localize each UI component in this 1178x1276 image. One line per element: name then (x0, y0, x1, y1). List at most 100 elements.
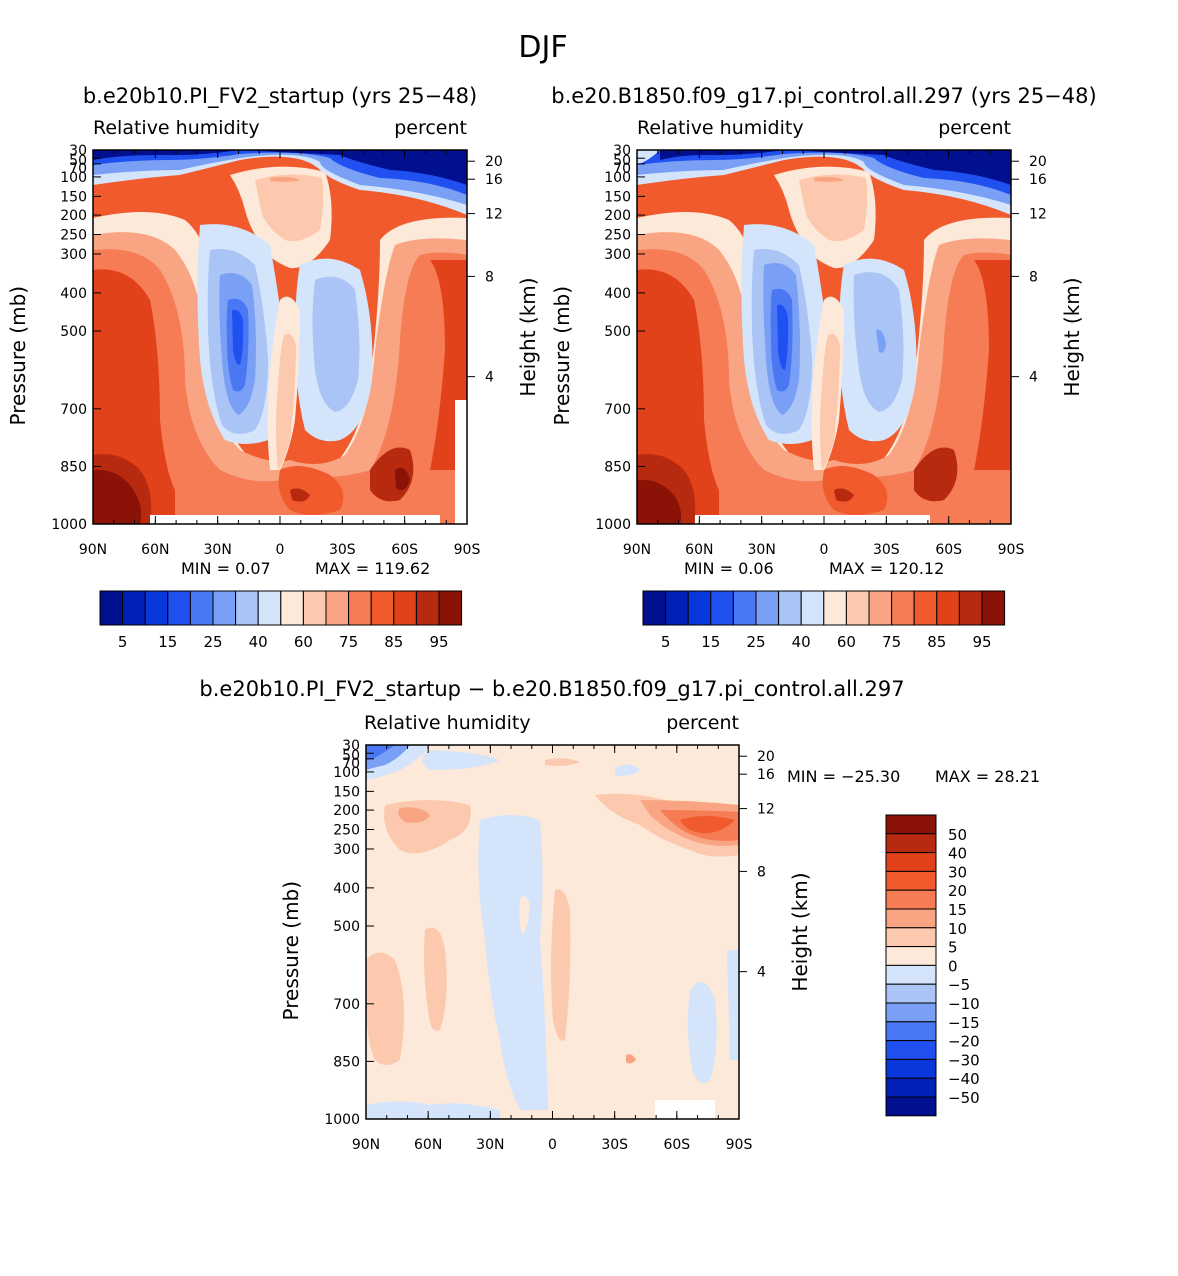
colorbar-label: −10 (948, 995, 980, 1013)
colorbar-swatch (235, 590, 259, 626)
x-tick-label: 90N (79, 542, 107, 558)
y-tick-label: 70 (69, 161, 87, 177)
colorbar-label: −15 (948, 1014, 980, 1032)
colorbar-label: 5 (661, 633, 671, 651)
x-tick-label: 30S (601, 1137, 628, 1153)
colorbar-swatch (732, 590, 757, 626)
colorbar-swatch (280, 590, 304, 626)
y-right-axis-label: Height (km) (1060, 277, 1084, 396)
y-right-tick-label: 20 (757, 749, 775, 765)
y-tick-label: 100 (60, 170, 87, 186)
y-tick-label: 70 (613, 161, 631, 177)
y-tick-label: 200 (604, 208, 631, 224)
colorbar-swatch (885, 870, 937, 891)
y-tick-label: 500 (333, 919, 360, 935)
y-tick-label: 250 (604, 228, 631, 244)
panel-c-field (366, 745, 739, 1119)
colorbar-swatch (212, 590, 237, 626)
colorbar-label: 40 (249, 633, 268, 651)
x-tick-label: 90S (726, 1137, 753, 1153)
panel-a: b.e20b10.PI_FV2_startup (yrs 25−48) Rela… (6, 84, 540, 651)
y-axis-label: Pressure (mb) (6, 286, 30, 426)
colorbar-label: 40 (948, 845, 967, 863)
x-tick-label: 30N (476, 1137, 504, 1153)
colorbar-swatch (393, 590, 417, 626)
colorbar-swatch (885, 889, 937, 910)
colorbar-swatch (144, 590, 169, 626)
x-tick-label: 0 (820, 542, 829, 558)
colorbar-swatch (122, 590, 146, 626)
colorbar-swatch (981, 590, 1006, 626)
y-tick-label: 70 (342, 756, 360, 772)
panel-a-max: MAX = 119.62 (315, 559, 430, 578)
colorbar-label: 60 (294, 633, 313, 651)
y-tick-label: 200 (333, 803, 360, 819)
panel-a-field (93, 150, 467, 524)
colorbar-swatch (868, 590, 893, 626)
y-right-tick-label: 16 (485, 172, 503, 188)
colorbar-swatch (755, 590, 780, 626)
colorbar-swatch (257, 590, 282, 626)
y-tick-label: 150 (60, 189, 87, 205)
x-tick-label: 30N (204, 542, 232, 558)
x-tick-label: 90S (998, 542, 1025, 558)
colorbar-swatch (885, 908, 937, 929)
colorbar-label: 75 (339, 633, 358, 651)
colorbar-swatch (438, 590, 463, 626)
y-right-tick-label: 8 (1029, 269, 1038, 285)
x-tick-label: 90S (454, 542, 481, 558)
y-tick-label: 500 (60, 324, 87, 340)
colorbar-swatch (891, 590, 915, 626)
y-tick-label: 850 (60, 459, 87, 475)
colorbar-label: 25 (746, 633, 765, 651)
colorbar-label: 60 (837, 633, 856, 651)
y-right-tick-label: 8 (485, 269, 494, 285)
y-right-tick-label: 16 (1029, 172, 1047, 188)
y-tick-label: 400 (604, 286, 631, 302)
x-tick-label: 60S (391, 542, 418, 558)
colorbar-label: 95 (429, 633, 448, 651)
colorbar-swatch (800, 590, 825, 626)
colorbar-label: 0 (948, 957, 958, 975)
colorbar-swatch (885, 814, 937, 835)
panel-c-title: b.e20b10.PI_FV2_startup − b.e20.B1850.f0… (199, 677, 904, 702)
colorbar-label: −5 (948, 976, 970, 994)
panel-b: b.e20.B1850.f09_g17.pi_control.all.297 (… (550, 84, 1097, 651)
panel-a-variable: Relative humidity (93, 117, 260, 139)
colorbar-swatch (885, 1021, 937, 1042)
panel-b-min: MIN = 0.06 (684, 559, 774, 578)
y-tick-label: 850 (333, 1054, 360, 1070)
panel-b-max: MAX = 120.12 (829, 559, 944, 578)
y-axis-label: Pressure (mb) (550, 286, 574, 426)
y-tick-label: 200 (60, 208, 87, 224)
colorbar-label: −40 (948, 1070, 980, 1088)
y-tick-label: 30 (342, 738, 360, 754)
panel-b-units: percent (938, 117, 1011, 139)
colorbar-swatch (958, 590, 983, 626)
y-tick-label: 500 (604, 324, 631, 340)
colorbar-label: 5 (948, 939, 958, 957)
colorbar-label: 5 (118, 633, 128, 651)
colorbar-swatch (913, 590, 938, 626)
colorbar-swatch (885, 964, 937, 985)
panel-a-min: MIN = 0.07 (181, 559, 271, 578)
y-right-tick-label: 12 (485, 207, 503, 223)
colorbar-swatch (348, 590, 372, 626)
y-tick-label: 700 (60, 402, 87, 418)
y-tick-label: 700 (604, 402, 631, 418)
y-tick-label: 300 (333, 842, 360, 858)
colorbar-label: 85 (384, 633, 403, 651)
y-tick-label: 850 (604, 459, 631, 475)
colorbar-label: −50 (948, 1089, 980, 1107)
x-tick-label: 60S (935, 542, 962, 558)
panel-a-units: percent (394, 117, 467, 139)
y-tick-label: 1000 (324, 1112, 360, 1128)
colorbar-swatch (325, 590, 350, 626)
colorbar-label: 40 (792, 633, 811, 651)
colorbar-label: 20 (948, 882, 967, 900)
y-tick-label: 400 (333, 881, 360, 897)
colorbar-swatch (778, 590, 802, 626)
x-tick-label: 30N (748, 542, 776, 558)
